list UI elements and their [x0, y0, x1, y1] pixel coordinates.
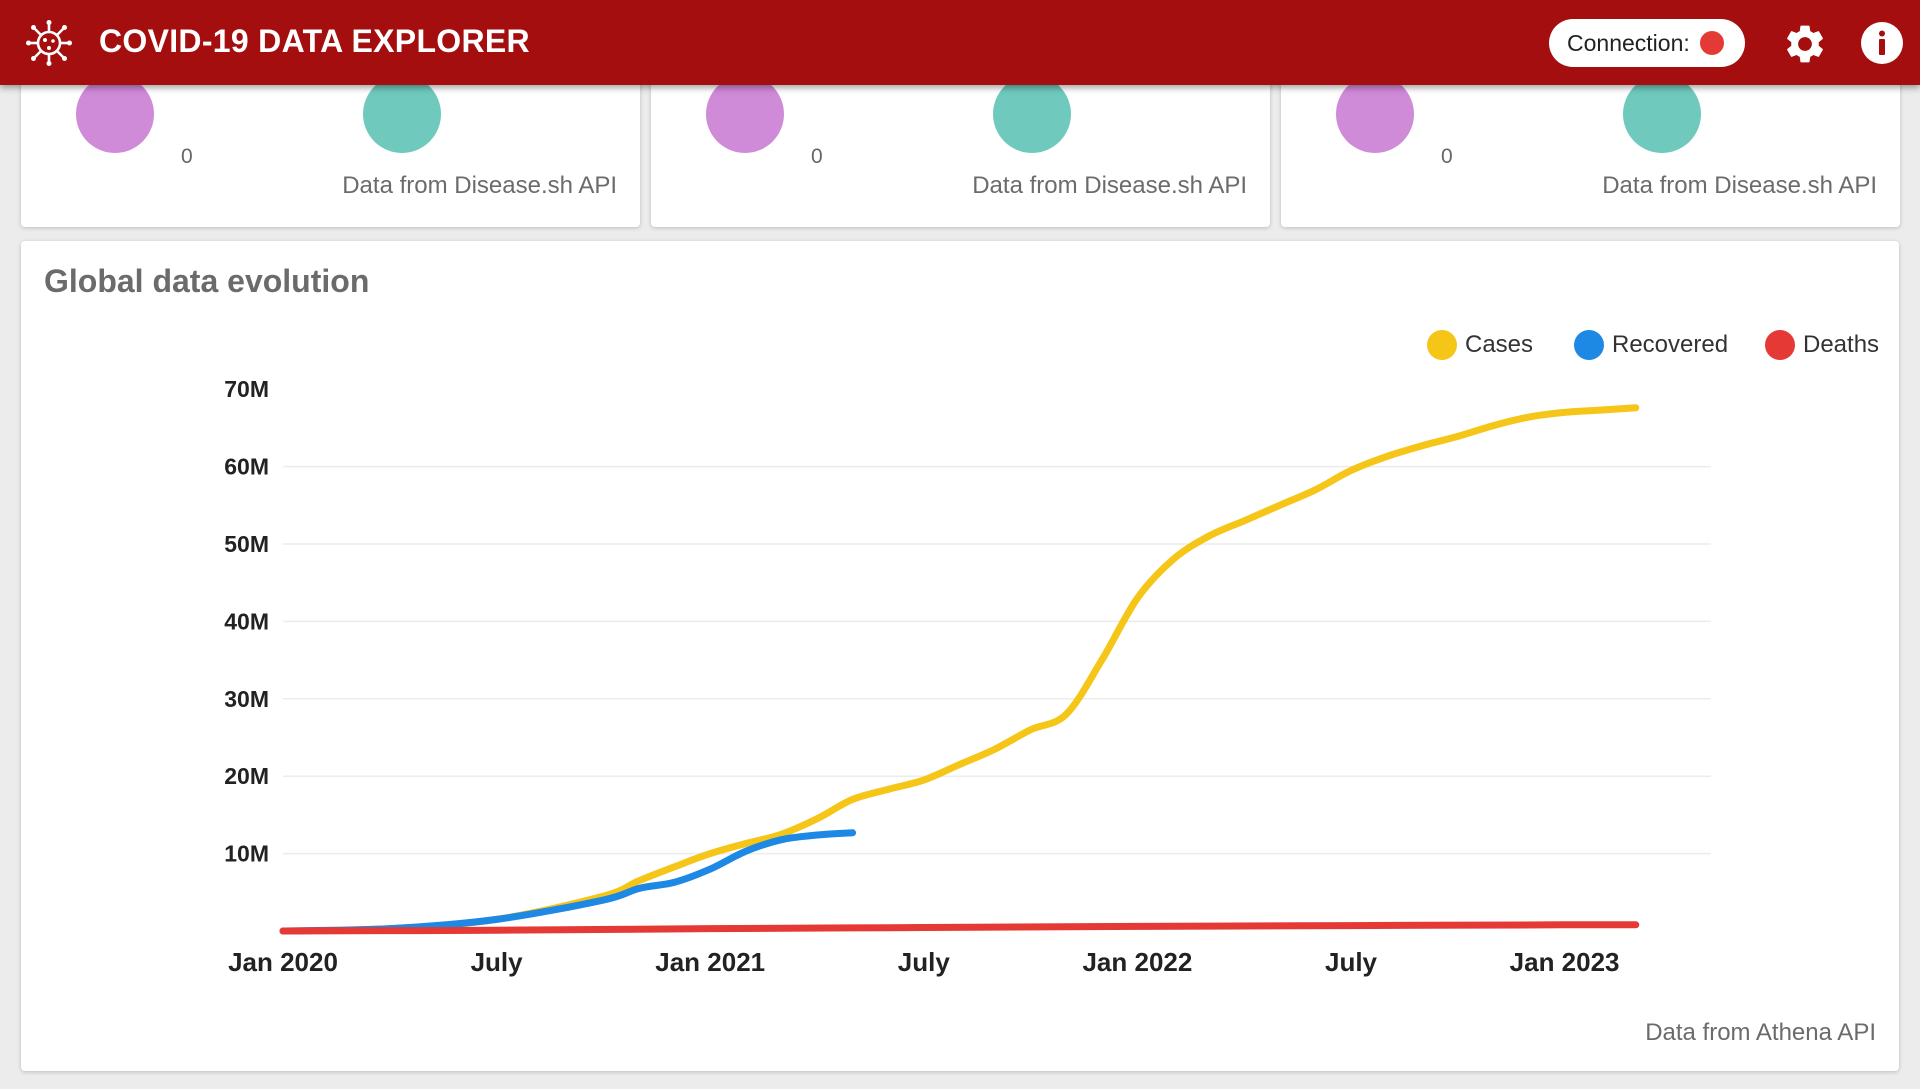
series-line-deaths — [279, 921, 1640, 935]
recovered-metric-circle — [1623, 75, 1701, 153]
cases-metric-circle — [1336, 75, 1414, 153]
recovered-metric-circle — [993, 75, 1071, 153]
summary-card-3: 0 Data from Disease.sh API — [1281, 60, 1900, 227]
connection-status-dot — [1699, 31, 1724, 55]
legend-swatch-recovered — [1574, 330, 1604, 360]
chart-source-label: Data from Athena API — [1645, 1019, 1876, 1046]
x-tick-label: July — [471, 947, 524, 977]
summary-card-2: 0 Data from Disease.sh API — [651, 60, 1270, 227]
y-tick-label: 10M — [224, 841, 269, 867]
legend-swatch-cases — [1427, 330, 1457, 360]
y-tick-label: 50M — [224, 531, 269, 557]
summary-card-1: 0 Data from Disease.sh API — [21, 60, 640, 227]
app-bar: COVID-19 DATA EXPLORER Connection: — [0, 0, 1920, 85]
y-tick-label: 20M — [224, 763, 269, 789]
metric-value: 0 — [181, 145, 193, 168]
y-tick-label: 60M — [224, 454, 269, 480]
series-line-cases — [279, 404, 1640, 935]
x-tick-label: July — [1325, 947, 1378, 977]
connection-label: Connection: — [1567, 29, 1690, 56]
y-tick-label: 40M — [224, 608, 269, 634]
series-line-recovered — [279, 829, 857, 935]
card-source-label: Data from Disease.sh API — [342, 172, 617, 199]
legend-swatch-deaths — [1765, 330, 1795, 360]
chart-title: Global data evolution — [44, 263, 370, 299]
line-chart: 10M 20M 30M 40M 50M 60M 70M Jan 2020 July Jan 202… — [224, 376, 1711, 977]
cases-metric-circle — [76, 75, 154, 153]
y-tick-label: 30M — [224, 686, 269, 712]
gear-icon[interactable] — [1782, 21, 1828, 67]
x-tick-label: July — [898, 947, 951, 977]
x-tick-label: Jan 2022 — [1082, 947, 1192, 977]
x-tick-label: Jan 2021 — [655, 947, 765, 977]
legend-label-cases: Cases — [1465, 331, 1534, 358]
card-source-label: Data from Disease.sh API — [972, 172, 1247, 199]
legend-item-deaths[interactable]: Deaths — [1765, 330, 1879, 360]
virus-icon — [26, 20, 72, 66]
metric-value: 0 — [1441, 145, 1453, 168]
recovered-metric-circle — [363, 75, 441, 153]
card-source-label: Data from Disease.sh API — [1602, 172, 1877, 199]
y-tick-label: 70M — [224, 376, 269, 402]
legend-item-cases[interactable]: Cases — [1427, 330, 1533, 360]
metric-value: 0 — [811, 145, 823, 168]
connection-indicator[interactable]: Connection: — [1549, 19, 1745, 67]
legend-label-deaths: Deaths — [1803, 331, 1880, 358]
legend-item-recovered[interactable]: Recovered — [1574, 330, 1728, 360]
info-icon[interactable] — [1860, 21, 1904, 65]
legend-label-recovered: Recovered — [1612, 331, 1729, 358]
x-tick-label: Jan 2023 — [1510, 947, 1620, 977]
cases-metric-circle — [706, 75, 784, 153]
app-title: COVID-19 DATA EXPLORER — [99, 23, 530, 59]
x-tick-label: Jan 2020 — [228, 947, 338, 977]
global-evolution-card: Global data evolution Cases Recovered De… — [21, 241, 1899, 1071]
